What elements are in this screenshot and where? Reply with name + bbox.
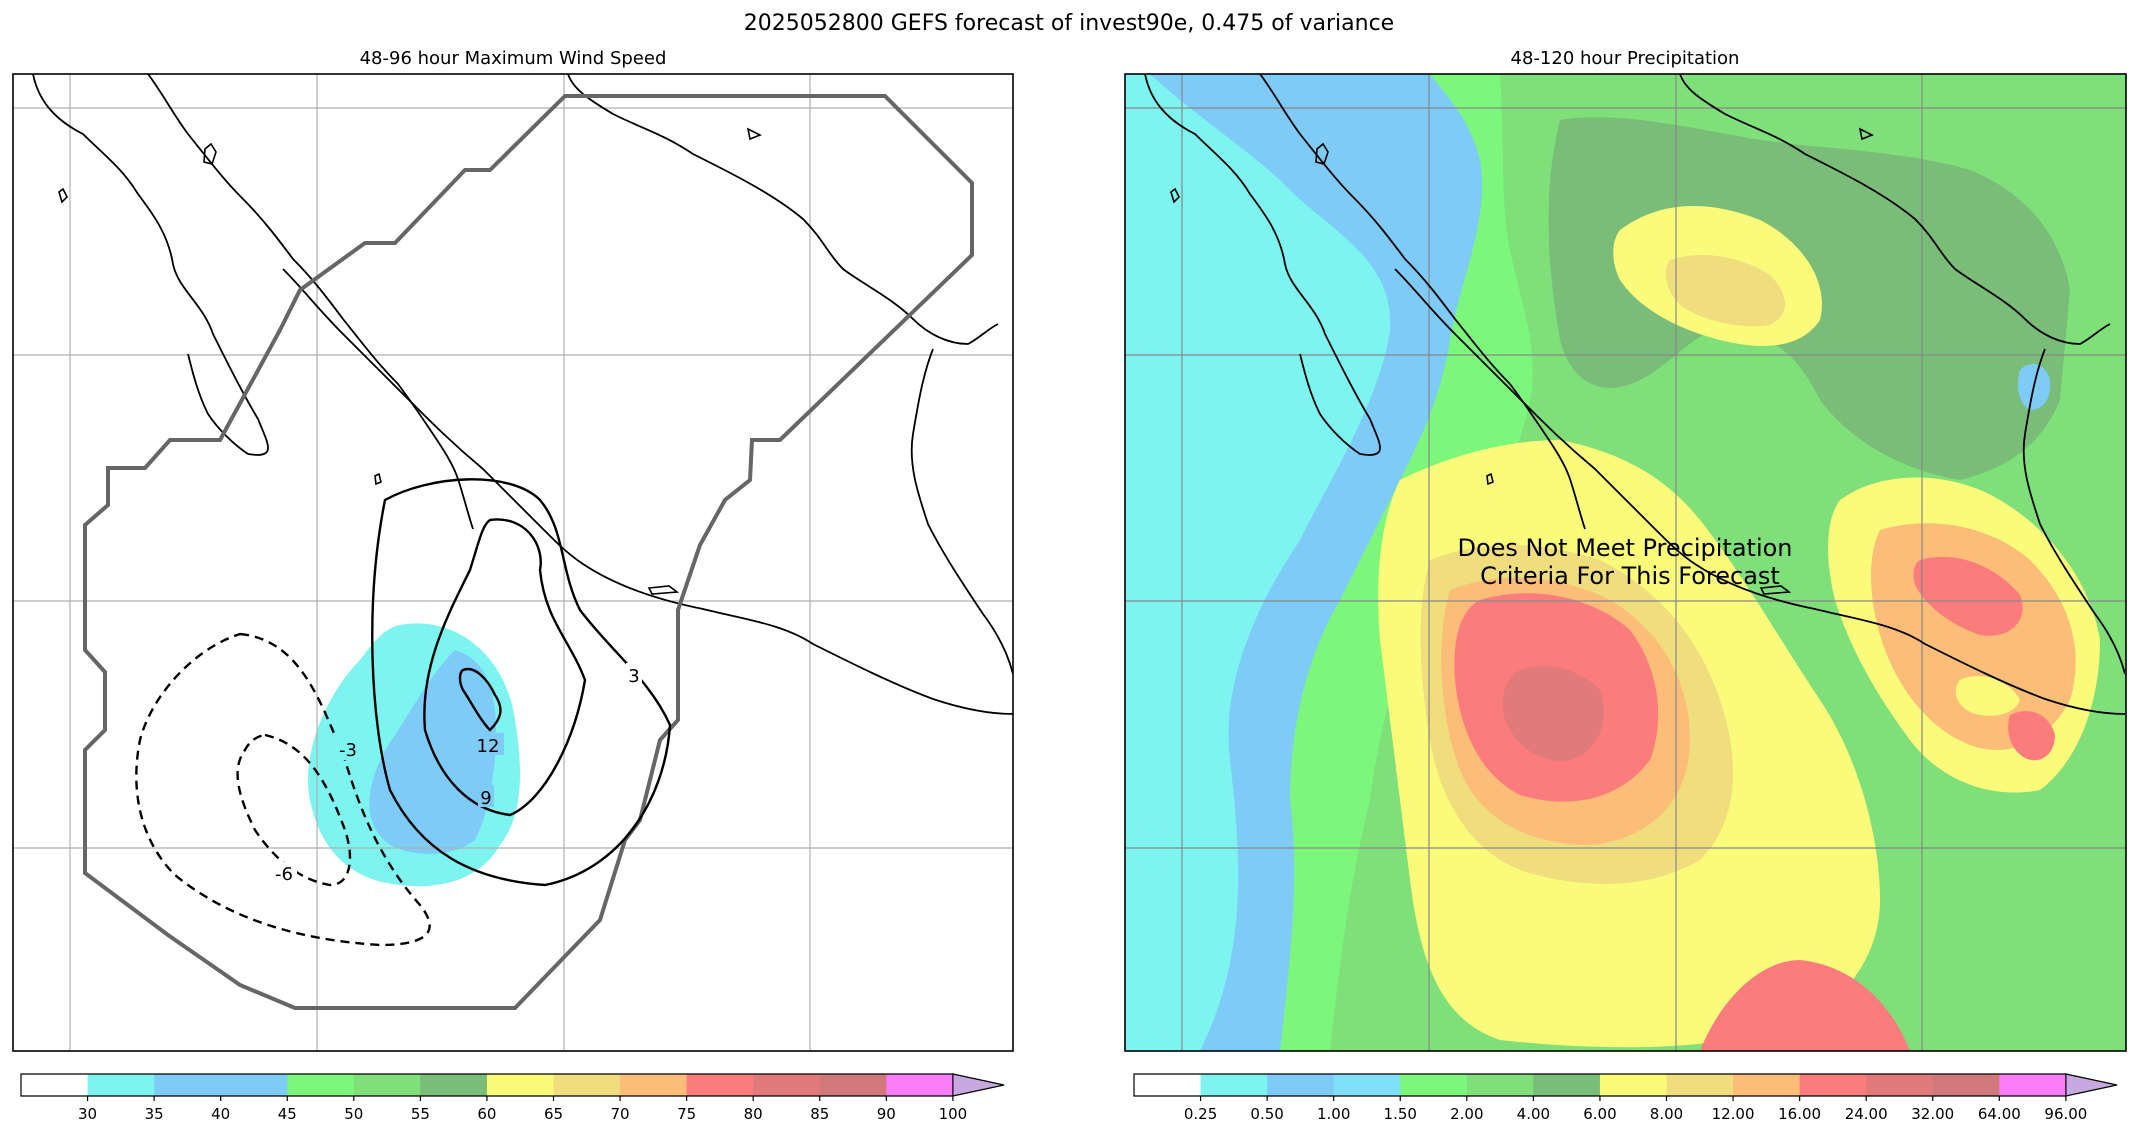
precip-colorbar-segment <box>1533 1074 1601 1096</box>
wind-contour-label-12: 12 <box>477 736 500 757</box>
wind-colorbar-tick-label: 30 <box>78 1105 97 1123</box>
wind-colorbar-tick-label: 80 <box>744 1105 763 1123</box>
precip-colorbar-tick-label: 4.00 <box>1517 1105 1550 1123</box>
wind-contour-label-neg6: -6 <box>275 864 293 885</box>
wind-colorbar-segment <box>87 1074 155 1096</box>
wind-contour-9 <box>423 518 587 817</box>
wind-colorbar-tick-label: 35 <box>145 1105 164 1123</box>
precip-colorbar-segment <box>1400 1074 1468 1096</box>
precip-colorbar-tick-label: 1.00 <box>1317 1105 1350 1123</box>
precip-colorbar-segment <box>1200 1074 1268 1096</box>
wind-colorbar-tick-label: 75 <box>677 1105 696 1123</box>
precip-colorbar-extend-arrow <box>2065 1073 2118 1097</box>
wind-contour-label-neg3: -3 <box>339 740 357 761</box>
wind-axes-frame <box>12 73 1014 1052</box>
precip-colorbar-tick-label: 32.00 <box>1911 1105 1954 1123</box>
precip-panel: 48-120 hour Precipitation <box>1124 48 2127 1123</box>
wind-colorbar-segment <box>220 1074 288 1096</box>
wind-colorbar-segment <box>154 1074 222 1096</box>
precip-colorbar-tick-label: 8.00 <box>1650 1105 1683 1123</box>
wind-colorbar-segment <box>553 1074 621 1096</box>
wind-colorbar-tick-label: 60 <box>477 1105 496 1123</box>
precip-colorbar-tick-label: 0.25 <box>1184 1105 1217 1123</box>
wind-colorbar-tick-label: 65 <box>544 1105 563 1123</box>
precip-colorbar-tick-label: 2.00 <box>1450 1105 1483 1123</box>
precip-colorbar-tick-label: 64.00 <box>1978 1105 2021 1123</box>
wind-colorbar-tick-label: 50 <box>344 1105 363 1123</box>
wind-colorbar-tick-label: 85 <box>810 1105 829 1123</box>
precip-colorbar-segment <box>1932 1074 2000 1096</box>
precip-colorbar-segment <box>1466 1074 1534 1096</box>
precip-colorbar-segment <box>1799 1074 1867 1096</box>
precip-colorbar-tick-label: 16.00 <box>1778 1105 1821 1123</box>
precip-fill-24.00-south <box>1700 960 1910 1051</box>
precip-panel-title: 48-120 hour Precipitation <box>1511 48 1740 69</box>
wind-contour-neg6 <box>236 733 352 887</box>
wind-colorbar-segment <box>753 1074 821 1096</box>
precip-fill-24.00-east <box>1913 556 2023 636</box>
precip-fill-12.00-north <box>1665 255 1785 327</box>
wind-colorbar-segment <box>819 1074 887 1096</box>
wind-colorbar-segment <box>21 1074 89 1096</box>
precip-colorbar-tick-label: 96.00 <box>2044 1105 2087 1123</box>
precip-colorbar-tick-label: 0.50 <box>1250 1105 1283 1123</box>
precip-colorbar-segment <box>1333 1074 1401 1096</box>
precip-colorbar-tick-label: 24.00 <box>1845 1105 1888 1123</box>
precip-colorbar-segment <box>1599 1074 1668 1096</box>
precip-annotation-line2: Criteria For This Forecast <box>1480 562 1780 590</box>
wind-colorbar-tick-label: 40 <box>211 1105 230 1123</box>
precip-colorbar-segment <box>1666 1074 1734 1096</box>
precip-colorbar-segment <box>1267 1074 1335 1096</box>
precip-fill-32.00 <box>1503 666 1604 761</box>
wind-colorbar-extend-arrow <box>952 1073 1005 1097</box>
wind-contour-label-3: 3 <box>628 666 639 687</box>
wind-colorbar-segment <box>420 1074 488 1096</box>
wind-colorbar-tick-label: 70 <box>611 1105 630 1123</box>
wind-colorbar-tick-label: 45 <box>278 1105 297 1123</box>
wind-contour-12 <box>458 667 502 732</box>
wind-colorbar-segment <box>287 1074 355 1096</box>
wind-colorbar: 30 35 40 45 50 55 60 65 70 75 80 85 90 100 <box>20 1073 1005 1123</box>
wind-contour-label-9: 9 <box>480 788 491 809</box>
wind-colorbar-segment <box>886 1074 954 1096</box>
wind-colorbar-segment <box>686 1074 754 1096</box>
precip-axes-frame <box>1124 73 2127 1052</box>
figure-suptitle: 2025052800 GEFS forecast of invest90e, 0… <box>744 11 1394 36</box>
wind-cone-outline <box>83 94 974 1010</box>
wind-contour-3 <box>371 478 672 887</box>
precip-colorbar-tick-label: 12.00 <box>1712 1105 1755 1123</box>
wind-colorbar-segment <box>353 1074 421 1096</box>
precip-colorbar-tick-label: 1.50 <box>1384 1105 1417 1123</box>
precip-fill-12.00-east <box>1955 676 2020 716</box>
wind-colorbar-segment <box>486 1074 555 1096</box>
wind-colorbar-tick-label: 55 <box>411 1105 430 1123</box>
precip-colorbar-tick-label: 6.00 <box>1583 1105 1616 1123</box>
precip-colorbar-segment <box>1866 1074 1934 1096</box>
precip-colorbar-segment <box>1999 1074 2067 1096</box>
precip-fill-24.00-east2 <box>2008 711 2055 761</box>
wind-panel-title: 48-96 hour Maximum Wind Speed <box>360 48 667 69</box>
precip-annotation-line1: Does Not Meet Precipitation <box>1457 534 1792 562</box>
precip-colorbar: 0.25 0.50 1.00 1.50 2.00 4.00 6.00 8.00 12.00 16.… <box>1133 1073 2118 1123</box>
precip-colorbar-segment <box>1134 1074 1202 1096</box>
wind-panel: 48-96 hour Maximum Wind Speed <box>12 48 1014 1123</box>
precip-colorbar-segment <box>1733 1074 1801 1096</box>
wind-colorbar-segment <box>620 1074 688 1096</box>
wind-colorbar-tick-label: 100 <box>939 1105 968 1123</box>
wind-colorbar-tick-label: 90 <box>877 1105 896 1123</box>
